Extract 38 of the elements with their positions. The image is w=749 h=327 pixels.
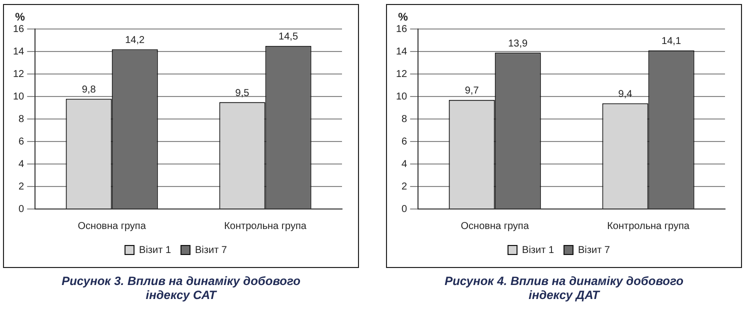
y-tick-label: 16 — [13, 24, 25, 35]
data-label: 9,4 — [618, 89, 633, 100]
y-tick-label: 14 — [396, 46, 408, 58]
y-tick-label: 0 — [18, 204, 25, 215]
data-label: 14,1 — [662, 36, 682, 48]
y-axis-title: % — [398, 12, 408, 24]
y-tick-label: 0 — [402, 204, 408, 215]
text: Рисунок 4. Вплив на динаміку добового індексу ДАТ — [444, 274, 684, 302]
y-tick-label: 10 — [396, 91, 408, 102]
x-tick-label: Основна група — [78, 220, 146, 232]
x-tick-label: Контрольна група — [224, 220, 307, 232]
y-tick-label: 12 — [13, 68, 25, 80]
x-tick-label: Контрольна група — [607, 220, 690, 232]
y-axis-title: % — [15, 12, 26, 24]
y-tick-label: 6 — [402, 136, 408, 148]
y-tick-label: 4 — [402, 158, 408, 170]
y-tick-label: 8 — [18, 114, 25, 125]
y-tick-label: 2 — [18, 181, 25, 192]
data-label: 9,7 — [464, 86, 480, 97]
y-tick-label: 14 — [13, 46, 25, 58]
y-tick-label: 4 — [18, 158, 25, 170]
text: Рисунок 3. Вплив на динаміку добового індексу САТ — [60, 274, 302, 302]
legend-label: Візит 7 — [195, 244, 228, 256]
data-label: 9,5 — [235, 88, 250, 99]
y-tick-label: 8 — [402, 114, 408, 125]
y-tick-label: 16 — [396, 24, 408, 35]
data-label: 13,9 — [508, 38, 528, 50]
data-label: 9,8 — [82, 84, 96, 96]
legend-label: Візит 1 — [139, 244, 172, 256]
data-label: 14,5 — [278, 32, 298, 43]
x-tick-label: Основна група — [460, 220, 530, 232]
y-tick-label: 6 — [18, 136, 25, 148]
y-tick-label: 12 — [396, 68, 408, 80]
y-tick-label: 2 — [402, 181, 408, 192]
legend-label: Візит 1 — [522, 244, 554, 256]
data-label: 14,2 — [125, 35, 146, 46]
y-tick-label: 10 — [13, 91, 25, 102]
legend-label: Візит 7 — [578, 244, 610, 256]
